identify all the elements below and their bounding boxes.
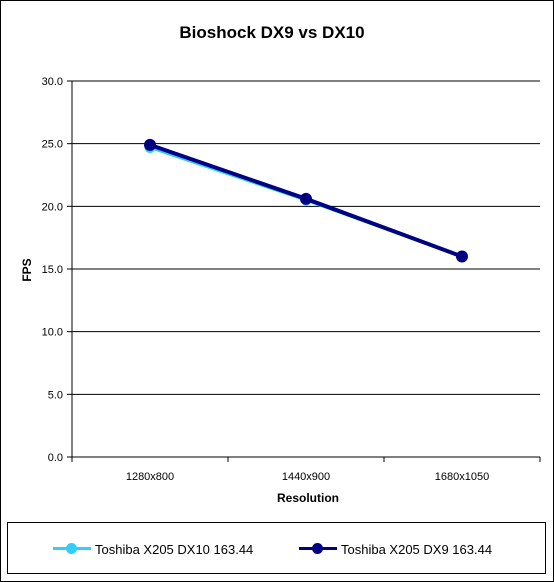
x-tick-label: 1680x1050 [435, 471, 489, 483]
data-point [456, 250, 468, 263]
y-axis-label: FPS [20, 258, 34, 281]
y-tick-label: 25.0 [42, 139, 63, 151]
y-tick-label: 30.0 [42, 76, 63, 88]
legend-marker-dx10 [53, 542, 91, 556]
grid-lines [72, 80, 540, 395]
chart-title: Bioshock DX9 vs DX10 [179, 23, 364, 42]
y-tick-label: 15.0 [42, 264, 63, 276]
data-point [300, 192, 312, 205]
axes [67, 80, 541, 462]
x-tick-label: 1280x800 [126, 471, 174, 483]
tick-labels: 0.0 5.0 10.0 15.0 20.0 25.0 30.0 1280x800 1440x9… [42, 76, 490, 483]
y-tick-label: 0.0 [48, 452, 63, 464]
y-tick-label: 10.0 [42, 327, 63, 339]
data-series [144, 138, 468, 263]
legend-item-dx9: Toshiba X205 DX9 163.44 [299, 541, 492, 557]
legend-label-dx10: Toshiba X205 DX10 163.44 [95, 541, 254, 557]
legend: Toshiba X205 DX10 163.44 Toshiba X205 DX… [7, 522, 546, 574]
legend-marker-dx9 [299, 542, 337, 556]
data-point [144, 138, 156, 151]
x-axis-label: Resolution [277, 491, 339, 505]
y-tick-label: 20.0 [42, 201, 63, 213]
legend-label-dx9: Toshiba X205 DX9 163.44 [341, 541, 493, 557]
x-tick-label: 1440x900 [282, 471, 330, 483]
y-tick-label: 5.0 [48, 389, 63, 401]
chart-canvas: Bioshock DX9 vs DX10 FPS Resolution 0.0 5… [20, 23, 541, 505]
legend-item-dx10: Toshiba X205 DX10 163.44 [53, 541, 253, 557]
